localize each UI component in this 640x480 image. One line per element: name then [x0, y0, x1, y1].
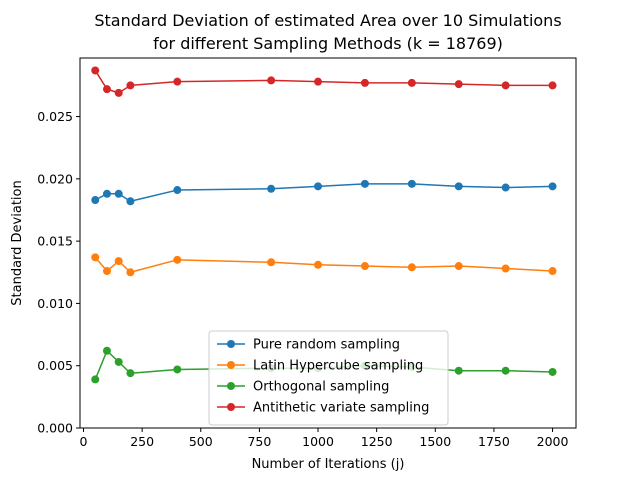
series-antithetic-variate-sampling — [91, 66, 557, 97]
data-point — [314, 77, 323, 86]
axis-ticks: 0 250 500 750 1000 1250 1500 1750 2000 0.000 0.005… — [37, 109, 568, 449]
data-point — [360, 262, 369, 271]
series-latin-hypercube-sampling — [91, 253, 557, 277]
data-point — [407, 78, 416, 87]
data-point — [91, 375, 100, 384]
x-tick-label: 0 — [80, 434, 88, 449]
plot-area — [91, 66, 557, 384]
legend-label: Antithetic variate sampling — [253, 401, 429, 416]
data-point — [548, 267, 557, 276]
legend-label: Latin Hypercube sampling — [253, 359, 423, 374]
data-point — [114, 357, 123, 366]
data-point — [173, 255, 182, 264]
x-tick-label: 1750 — [478, 434, 510, 449]
data-point — [91, 66, 100, 75]
data-point — [102, 189, 111, 198]
data-point — [267, 76, 276, 85]
data-point — [548, 81, 557, 90]
legend-item: Antithetic variate sampling — [217, 401, 429, 416]
data-point — [91, 253, 100, 262]
data-point — [114, 88, 123, 97]
data-point — [454, 182, 463, 191]
data-point — [126, 197, 135, 206]
x-tick-label: 1500 — [419, 434, 451, 449]
data-point — [173, 365, 182, 374]
data-point — [360, 78, 369, 87]
data-point — [126, 369, 135, 378]
y-tick-label: 0.000 — [37, 421, 73, 436]
chart-title: Standard Deviation of estimated Area ove… — [94, 11, 561, 30]
data-point — [173, 77, 182, 86]
chart-subtitle: for different Sampling Methods (k = 1876… — [153, 34, 503, 53]
data-point — [548, 182, 557, 191]
data-point — [501, 81, 510, 90]
x-tick-label: 2000 — [537, 434, 569, 449]
legend-marker — [227, 340, 235, 348]
legend: Pure random sampling Latin Hypercube samp… — [208, 330, 449, 426]
series-pure-random-sampling — [91, 179, 557, 206]
y-tick-label: 0.010 — [37, 296, 73, 311]
data-point — [407, 179, 416, 188]
x-tick-label: 500 — [189, 434, 213, 449]
y-axis-label: Standard Deviation — [10, 180, 25, 305]
data-point — [501, 366, 510, 375]
data-point — [91, 196, 100, 205]
legend-marker — [227, 403, 235, 411]
data-point — [548, 367, 557, 376]
y-tick-label: 0.025 — [37, 109, 73, 124]
series-line — [94, 70, 553, 94]
data-point — [126, 268, 135, 277]
data-point — [114, 189, 123, 198]
data-point — [407, 263, 416, 272]
data-point — [360, 179, 369, 188]
legend-marker — [227, 361, 235, 369]
data-point — [454, 366, 463, 375]
data-point — [314, 260, 323, 269]
data-point — [126, 81, 135, 90]
x-tick-label: 250 — [130, 434, 154, 449]
plot-frame — [79, 57, 577, 429]
x-tick-label: 1000 — [302, 434, 334, 449]
data-point — [114, 257, 123, 266]
series-line — [94, 256, 553, 274]
legend-item: Orthogonal sampling — [217, 380, 389, 395]
legend-item: Latin Hypercube sampling — [217, 359, 423, 374]
series-line — [94, 183, 553, 203]
y-tick-label: 0.005 — [37, 358, 73, 373]
data-point — [173, 186, 182, 195]
x-tick-label: 1250 — [361, 434, 393, 449]
legend-marker — [227, 382, 235, 390]
legend-item: Pure random sampling — [217, 338, 400, 353]
x-tick-label: 750 — [247, 434, 271, 449]
y-tick-label: 0.015 — [37, 234, 73, 249]
data-point — [102, 85, 111, 94]
data-point — [314, 182, 323, 191]
data-point — [102, 346, 111, 355]
data-point — [454, 262, 463, 271]
legend-label: Pure random sampling — [253, 338, 400, 353]
y-tick-label: 0.020 — [37, 171, 73, 186]
data-point — [501, 183, 510, 192]
data-point — [267, 184, 276, 193]
x-axis-label: Number of Iterations (j) — [252, 457, 405, 472]
data-point — [102, 267, 111, 276]
legend-box — [208, 330, 449, 426]
legend-label: Orthogonal sampling — [253, 380, 389, 395]
data-point — [501, 264, 510, 273]
data-point — [454, 80, 463, 89]
data-point — [267, 258, 276, 267]
